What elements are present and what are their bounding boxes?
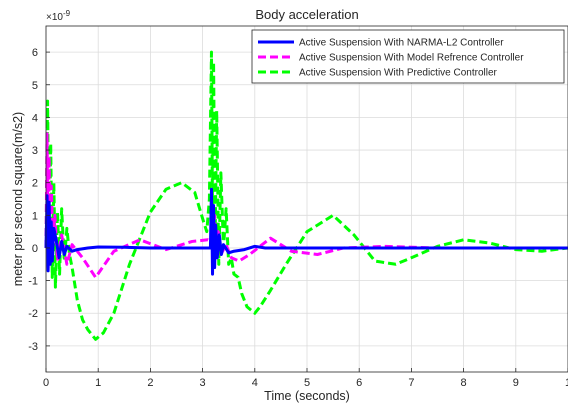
series-layer — [44, 50, 568, 341]
x-tick-label: 1 — [95, 377, 101, 389]
legend-label-predictive: Active Suspension With Predictive Contro… — [299, 68, 498, 79]
y-tick-label: 0 — [32, 243, 38, 255]
x-tick-label: 1 — [565, 377, 568, 389]
x-tick-label: 0 — [43, 377, 49, 389]
y-tick-label: 4 — [32, 112, 38, 124]
grid — [45, 26, 568, 372]
x-axis-ticks: 0 1 2 3 4 5 6 7 8 9 1 — [43, 368, 568, 389]
x-tick-label: 5 — [304, 377, 310, 389]
x-tick-label: 2 — [147, 377, 153, 389]
y-tick-label: -1 — [28, 276, 38, 288]
y-axis-label: meter per second square(m/s2) — [11, 112, 25, 286]
legend-label-model-ref: Active Suspension With Model Refrence Co… — [299, 53, 524, 64]
x-tick-label: 9 — [513, 377, 519, 389]
y-tick-label: 1 — [32, 210, 38, 222]
y-exponent-power: -9 — [63, 9, 71, 18]
y-exponent-base: ×10 — [46, 12, 63, 23]
y-tick-label: -2 — [28, 308, 38, 320]
y-tick-label: 2 — [32, 178, 38, 190]
x-axis-label: Time (seconds) — [264, 389, 350, 403]
y-tick-label: 3 — [32, 145, 38, 157]
y-tick-label: 6 — [32, 47, 38, 59]
legend-label-narma: Active Suspension With NARMA-L2 Controll… — [299, 38, 504, 49]
y-axis-ticks: -3 -2 -1 0 1 2 3 4 5 6 — [28, 47, 50, 353]
x-tick-label: 4 — [252, 377, 258, 389]
legend-box — [251, 29, 565, 84]
y-tick-label: -3 — [28, 341, 38, 353]
chart-title: Body acceleration — [255, 7, 358, 22]
x-tick-label: 7 — [408, 377, 414, 389]
x-tick-label: 6 — [356, 377, 362, 389]
y-tick-label: 5 — [32, 80, 38, 92]
x-tick-label: 8 — [461, 377, 467, 389]
legend: Active Suspension With NARMA-L2 Controll… — [251, 29, 565, 84]
y-axis-exponent: ×10-9 — [46, 9, 71, 23]
series-narma-l2-line — [44, 187, 568, 276]
x-tick-label: 3 — [200, 377, 206, 389]
